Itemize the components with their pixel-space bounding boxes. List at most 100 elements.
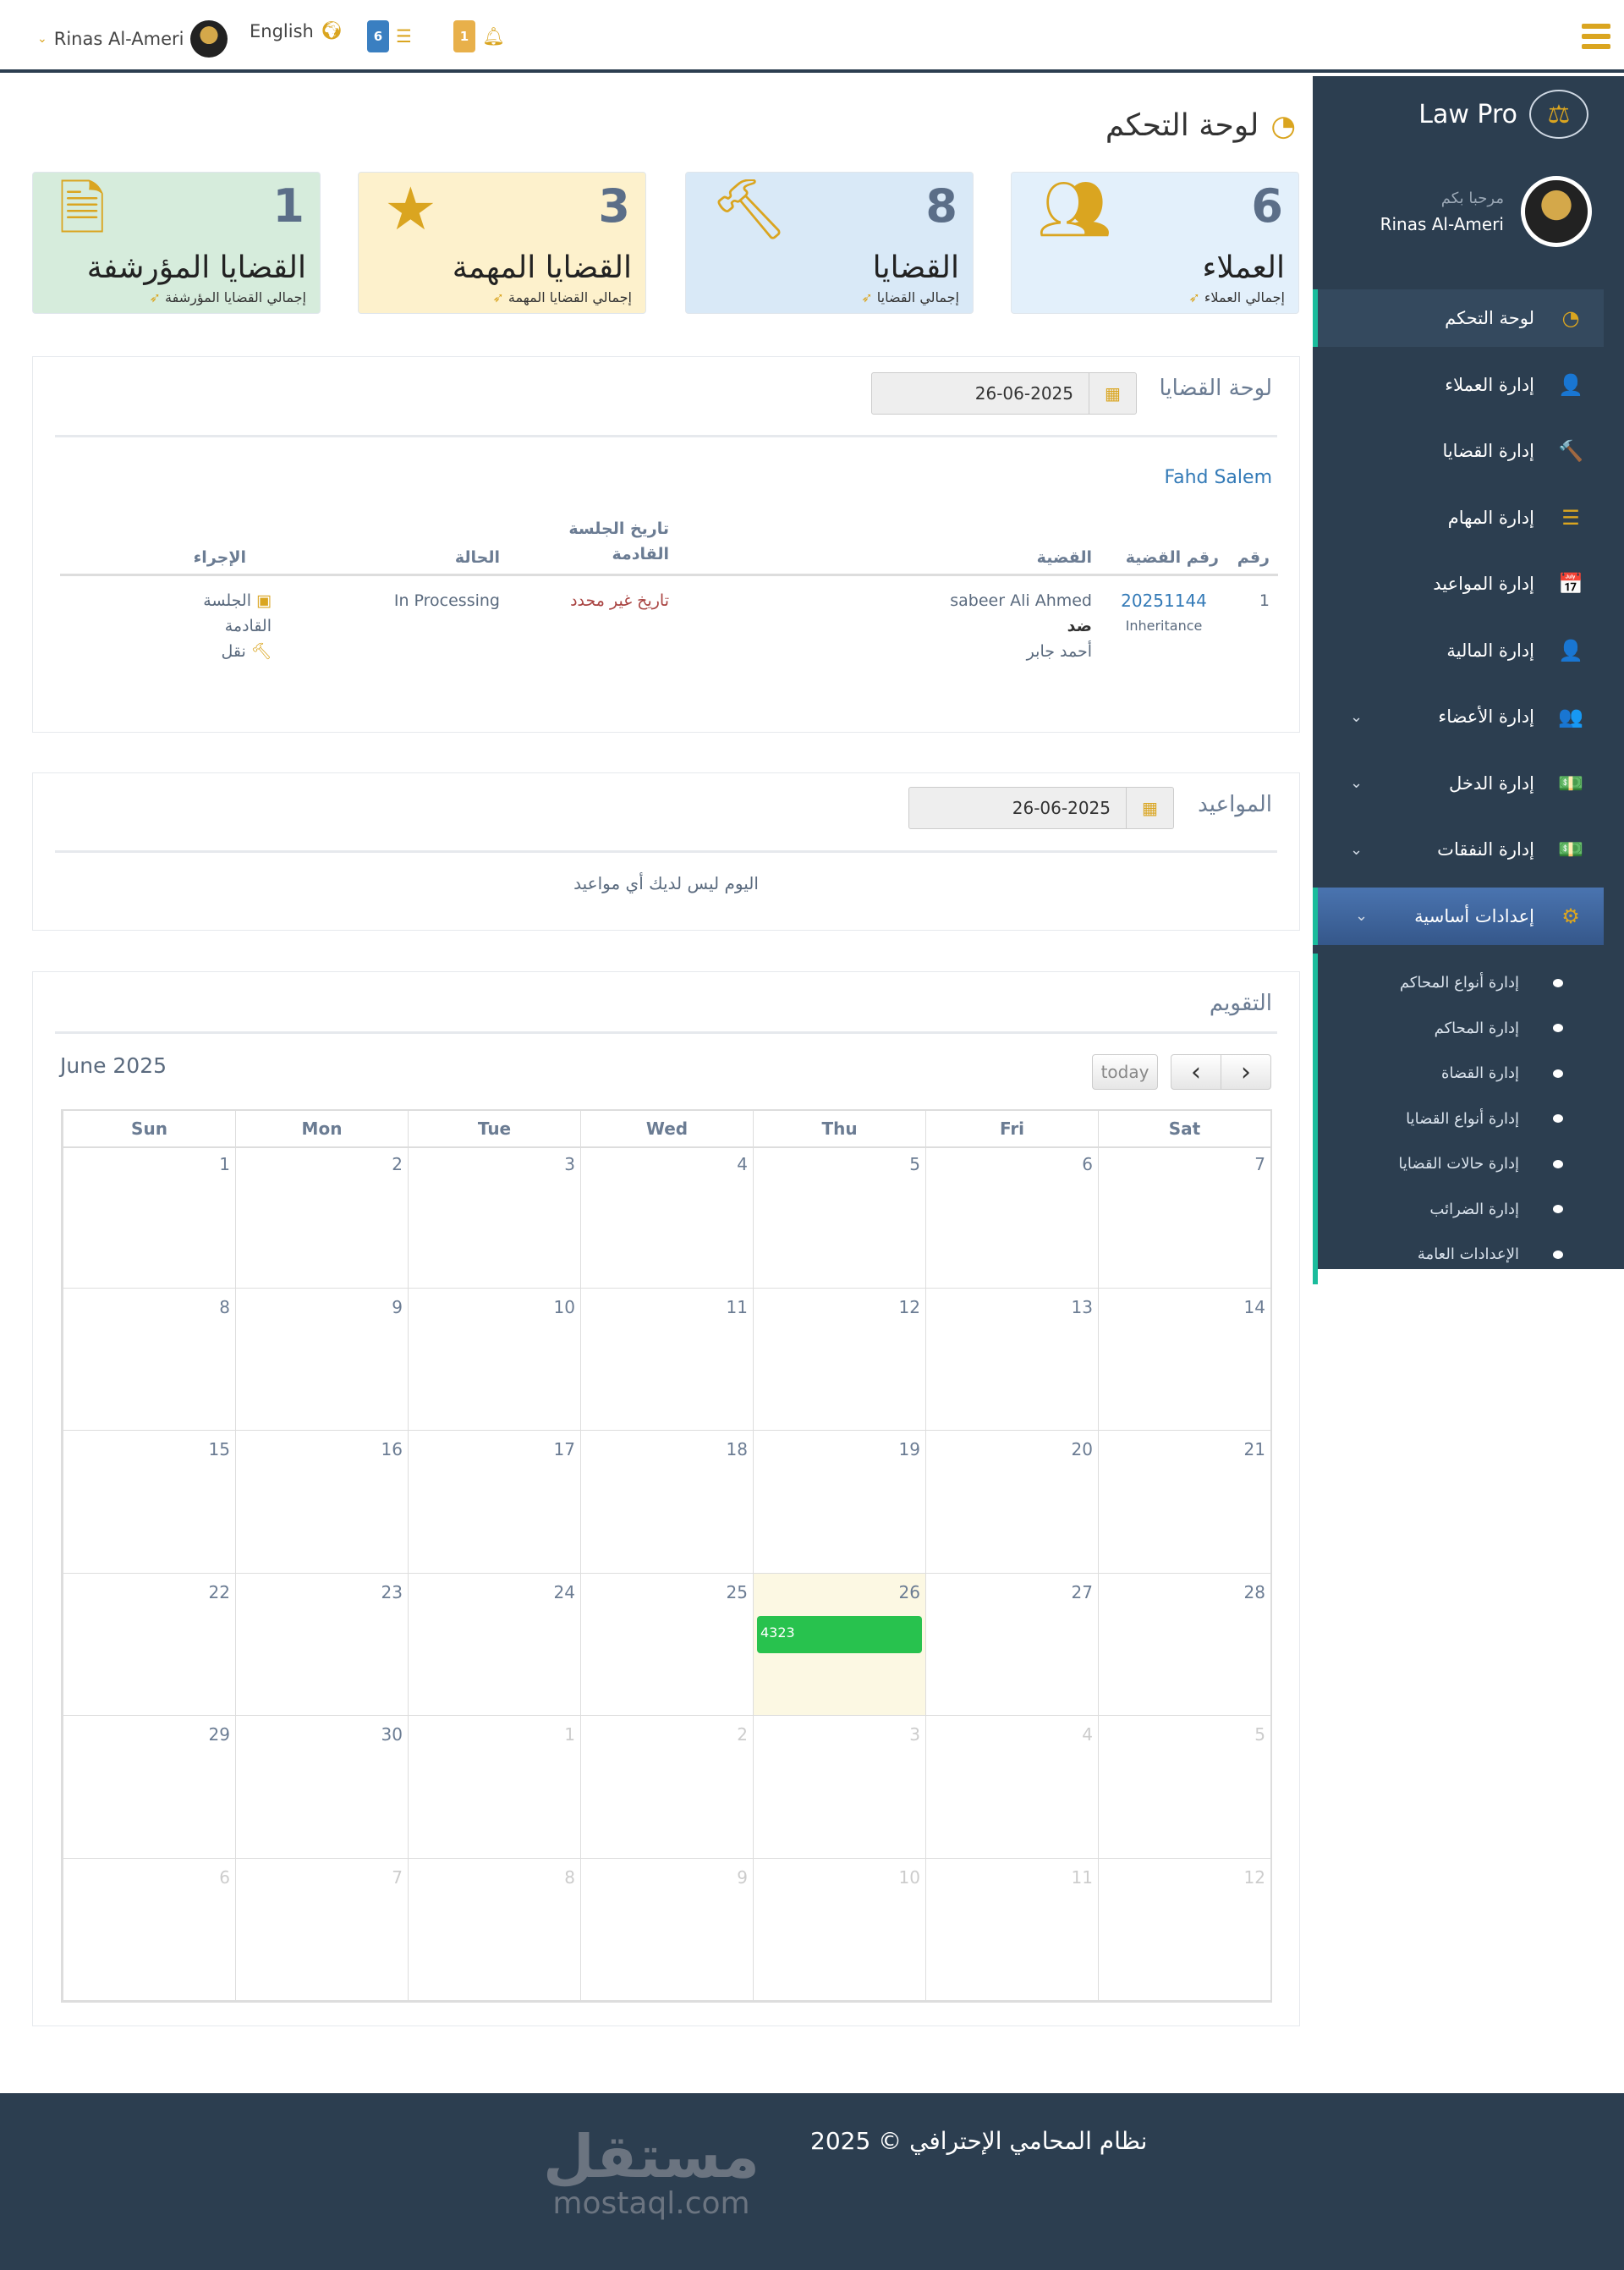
next-session-action[interactable]: ▣ الجلسة القادمة: [187, 588, 272, 639]
tasks-button[interactable]: 6 ☰: [367, 20, 412, 52]
calendar-day-cell[interactable]: 29: [63, 1716, 235, 1859]
submenu-item-5[interactable]: إدارة الضرائب: [1318, 1187, 1604, 1233]
calendar-day-cell[interactable]: 20: [925, 1431, 1098, 1574]
calendar-day-cell[interactable]: 24: [408, 1573, 580, 1716]
calendar-day-cell[interactable]: 13: [925, 1288, 1098, 1431]
calendar-day-cell[interactable]: 8: [63, 1288, 235, 1431]
calendar-day-cell[interactable]: 23: [235, 1573, 408, 1716]
stat-card-2[interactable]: 3 ★ القضايا المهمة إجمالي القضايا المهمة…: [358, 172, 646, 314]
stat-card-0[interactable]: 6 👥︎ العملاء إجمالي العملاء ➶: [1011, 172, 1299, 314]
next-month-button[interactable]: ›: [1221, 1054, 1271, 1090]
calendar-day-cell[interactable]: 11: [580, 1288, 753, 1431]
sidebar-item-4[interactable]: 📅 إدارة المواعيد: [1313, 555, 1604, 613]
day-number: 11: [1071, 1866, 1093, 1888]
sidebar-item-6[interactable]: 👥 إدارة الأعضاء ⌄: [1313, 688, 1604, 745]
calendar-day-cell[interactable]: 2: [235, 1146, 408, 1289]
sidebar-item-0[interactable]: ◔ لوحة التحكم: [1313, 289, 1604, 347]
menu-toggle-icon[interactable]: [1582, 24, 1610, 54]
submenu-item-1[interactable]: إدارة المحاكم: [1318, 1006, 1604, 1052]
cases-date-picker[interactable]: ▦ 26-06-2025: [871, 372, 1137, 415]
calendar-day-cell[interactable]: 30: [235, 1716, 408, 1859]
sidebar-item-9[interactable]: ⚙ إعدادات أساسية ⌄: [1313, 887, 1604, 945]
rocket-icon: ➶: [492, 289, 504, 305]
calendar-day-cell[interactable]: 17: [408, 1431, 580, 1574]
bullet-icon: [1553, 1159, 1563, 1168]
calendar-day-cell[interactable]: 5: [1098, 1716, 1270, 1859]
sidebar-item-8[interactable]: 💵 إدارة النفقات ⌄: [1313, 821, 1604, 878]
sidebar-item-2[interactable]: 🔨 إدارة القضايا: [1313, 422, 1604, 480]
appointments-date-picker[interactable]: ▦ 26-06-2025: [908, 787, 1174, 829]
next-session: تاريخ غير محدد: [570, 591, 669, 610]
calendar-day-cell[interactable]: 15: [63, 1431, 235, 1574]
calendar-day-cell[interactable]: 7: [1098, 1146, 1270, 1289]
submenu-item-0[interactable]: إدارة أنواع المحاكم: [1318, 960, 1604, 1006]
stat-card-3[interactable]: 1 🗎 القضايا المؤرشفة إجمالي القضايا المؤ…: [32, 172, 321, 314]
sidebar-item-label: إدارة الأعضاء: [1438, 706, 1534, 727]
calendar-event[interactable]: 4323: [757, 1615, 922, 1653]
calendar-day-cell[interactable]: 7: [235, 1858, 408, 2001]
calendar-day-cell[interactable]: 12: [1098, 1858, 1270, 2001]
day-number: 21: [1243, 1439, 1265, 1459]
submenu-item-label: إدارة أنواع المحاكم: [1399, 974, 1519, 992]
sidebar-item-7[interactable]: 💵 إدارة الدخل ⌄: [1313, 755, 1604, 812]
sidebar-item-5[interactable]: 👤 إدارة المالية: [1313, 622, 1604, 679]
calendar-day-cell[interactable]: 3: [408, 1146, 580, 1289]
calendar-icon[interactable]: ▦: [1089, 373, 1136, 414]
calendar-day-cell[interactable]: 1: [408, 1716, 580, 1859]
calendar-day-cell[interactable]: 10: [408, 1288, 580, 1431]
language-switch[interactable]: English 🌍︎: [250, 20, 343, 41]
page-title: ◔ لوحة التحكم: [1106, 108, 1296, 143]
calendar-day-cell[interactable]: 2: [580, 1716, 753, 1859]
gavel-icon: 🔨: [1558, 439, 1583, 463]
divider: [55, 850, 1277, 853]
calendar-day-cell[interactable]: 10: [753, 1858, 925, 2001]
day-number: 13: [1071, 1296, 1093, 1317]
sidebar-item-label: إدارة المالية: [1446, 640, 1534, 661]
calendar-day-cell[interactable]: 16: [235, 1431, 408, 1574]
calendar-day-cell[interactable]: 6: [925, 1146, 1098, 1289]
stat-card-1[interactable]: 8 🔨︎ القضايا إجمالي القضايا ➶: [685, 172, 974, 314]
brand[interactable]: Law Pro ⚖: [1418, 90, 1588, 139]
calendar-day-cell[interactable]: 4: [580, 1146, 753, 1289]
calendar-day-cell[interactable]: 11: [925, 1858, 1098, 2001]
calendar-day-cell[interactable]: 18: [580, 1431, 753, 1574]
calendar-day-cell[interactable]: 9: [235, 1288, 408, 1431]
calendar-day-cell[interactable]: 26 4323: [753, 1573, 925, 1716]
client-link[interactable]: Fahd Salem: [1164, 467, 1272, 488]
rocket-icon: ➶: [861, 289, 873, 305]
bullet-icon: [1553, 1205, 1563, 1214]
calendar-day-cell[interactable]: 12: [753, 1288, 925, 1431]
today-button[interactable]: today: [1092, 1054, 1158, 1090]
day-number: 3: [564, 1154, 575, 1174]
calendar-day-cell[interactable]: 27: [925, 1573, 1098, 1716]
calendar-day-cell[interactable]: 28: [1098, 1573, 1270, 1716]
transfer-action[interactable]: 🔨︎ نقل: [69, 639, 272, 664]
calendar-day-cell[interactable]: 14: [1098, 1288, 1270, 1431]
sidebar-item-1[interactable]: 👤 إدارة العملاء: [1313, 356, 1604, 414]
calendar-day-cell[interactable]: 21: [1098, 1431, 1270, 1574]
calendar-day-cell[interactable]: 3: [753, 1716, 925, 1859]
submenu-item-2[interactable]: إدارة القضاة: [1318, 1051, 1604, 1097]
calendar-day-cell[interactable]: 1: [63, 1146, 235, 1289]
calendar-day-cell[interactable]: 25: [580, 1573, 753, 1716]
calendar-day-cell[interactable]: 6: [63, 1858, 235, 2001]
calendar-panel-title: التقويم: [1209, 991, 1272, 1016]
submenu-item-3[interactable]: إدارة أنواع القضايا: [1318, 1097, 1604, 1142]
submenu-item-4[interactable]: إدارة حالات القضايا: [1318, 1141, 1604, 1187]
case-number-link[interactable]: 20251144: [1121, 591, 1207, 611]
calendar-icon[interactable]: ▦: [1126, 788, 1173, 828]
calendar-day-cell[interactable]: 22: [63, 1573, 235, 1716]
calendar-day-cell[interactable]: 4: [925, 1716, 1098, 1859]
sidebar-item-3[interactable]: ☰ إدارة المهام: [1313, 489, 1604, 547]
calendar-day-cell[interactable]: 19: [753, 1431, 925, 1574]
calendar-day-cell[interactable]: 5: [753, 1146, 925, 1289]
user-menu[interactable]: ⌄ Rinas Al-Ameri: [37, 20, 228, 58]
calendar-day-cell[interactable]: 9: [580, 1858, 753, 2001]
day-number: 23: [381, 1581, 403, 1602]
calendar-day-cell[interactable]: 8: [408, 1858, 580, 2001]
prev-month-button[interactable]: ‹: [1171, 1054, 1221, 1090]
top-bar: ⌄ Rinas Al-Ameri English 🌍︎ 6 ☰ 1 🔔︎: [0, 0, 1624, 73]
day-number: 11: [726, 1296, 748, 1317]
submenu-item-6[interactable]: الإعدادات العامة: [1318, 1232, 1604, 1278]
notifications-button[interactable]: 1 🔔︎: [453, 20, 505, 52]
